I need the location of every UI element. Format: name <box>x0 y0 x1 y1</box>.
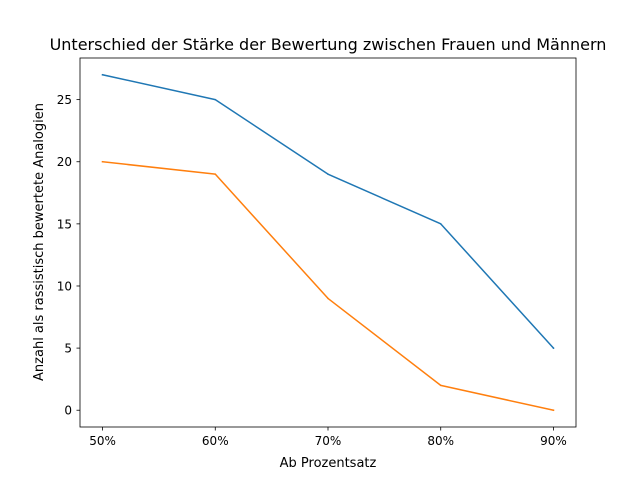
data-point-series-2 <box>439 384 442 387</box>
y-tick-label: 0 <box>64 404 72 418</box>
data-point-series-1 <box>552 347 555 349</box>
data-point-series-2 <box>214 173 217 175</box>
x-tick-label: 90% <box>540 434 567 448</box>
y-tick-label: 20 <box>57 155 72 169</box>
data-point-series-1 <box>101 73 104 76</box>
x-tick-label: 70% <box>315 434 342 448</box>
data-point-series-1 <box>327 173 329 175</box>
plot-area: 50% 60% 70% 80% 90% 0 5 10 15 20 25 <box>57 57 577 448</box>
data-point-series-2 <box>101 160 104 163</box>
y-tick-label: 15 <box>57 217 72 231</box>
y-tick-label: 10 <box>57 279 72 293</box>
data-point-series-1 <box>214 98 217 101</box>
y-axis-label: Anzahl als rassistisch bewertete Analogi… <box>32 103 47 381</box>
x-axis-label: Ab Prozentsatz <box>280 456 377 471</box>
x-tick-label: 80% <box>427 434 454 448</box>
data-point-series-1 <box>439 223 442 225</box>
x-tick-label: 50% <box>89 434 116 448</box>
x-tick-label: 60% <box>202 434 229 448</box>
y-tick-label: 25 <box>57 93 72 107</box>
y-tick-label: 5 <box>64 342 72 356</box>
data-point-series-2 <box>327 297 329 300</box>
chart-title: Unterschied der Stärke der Bewertung zwi… <box>50 35 607 54</box>
data-point-series-2 <box>552 409 555 412</box>
